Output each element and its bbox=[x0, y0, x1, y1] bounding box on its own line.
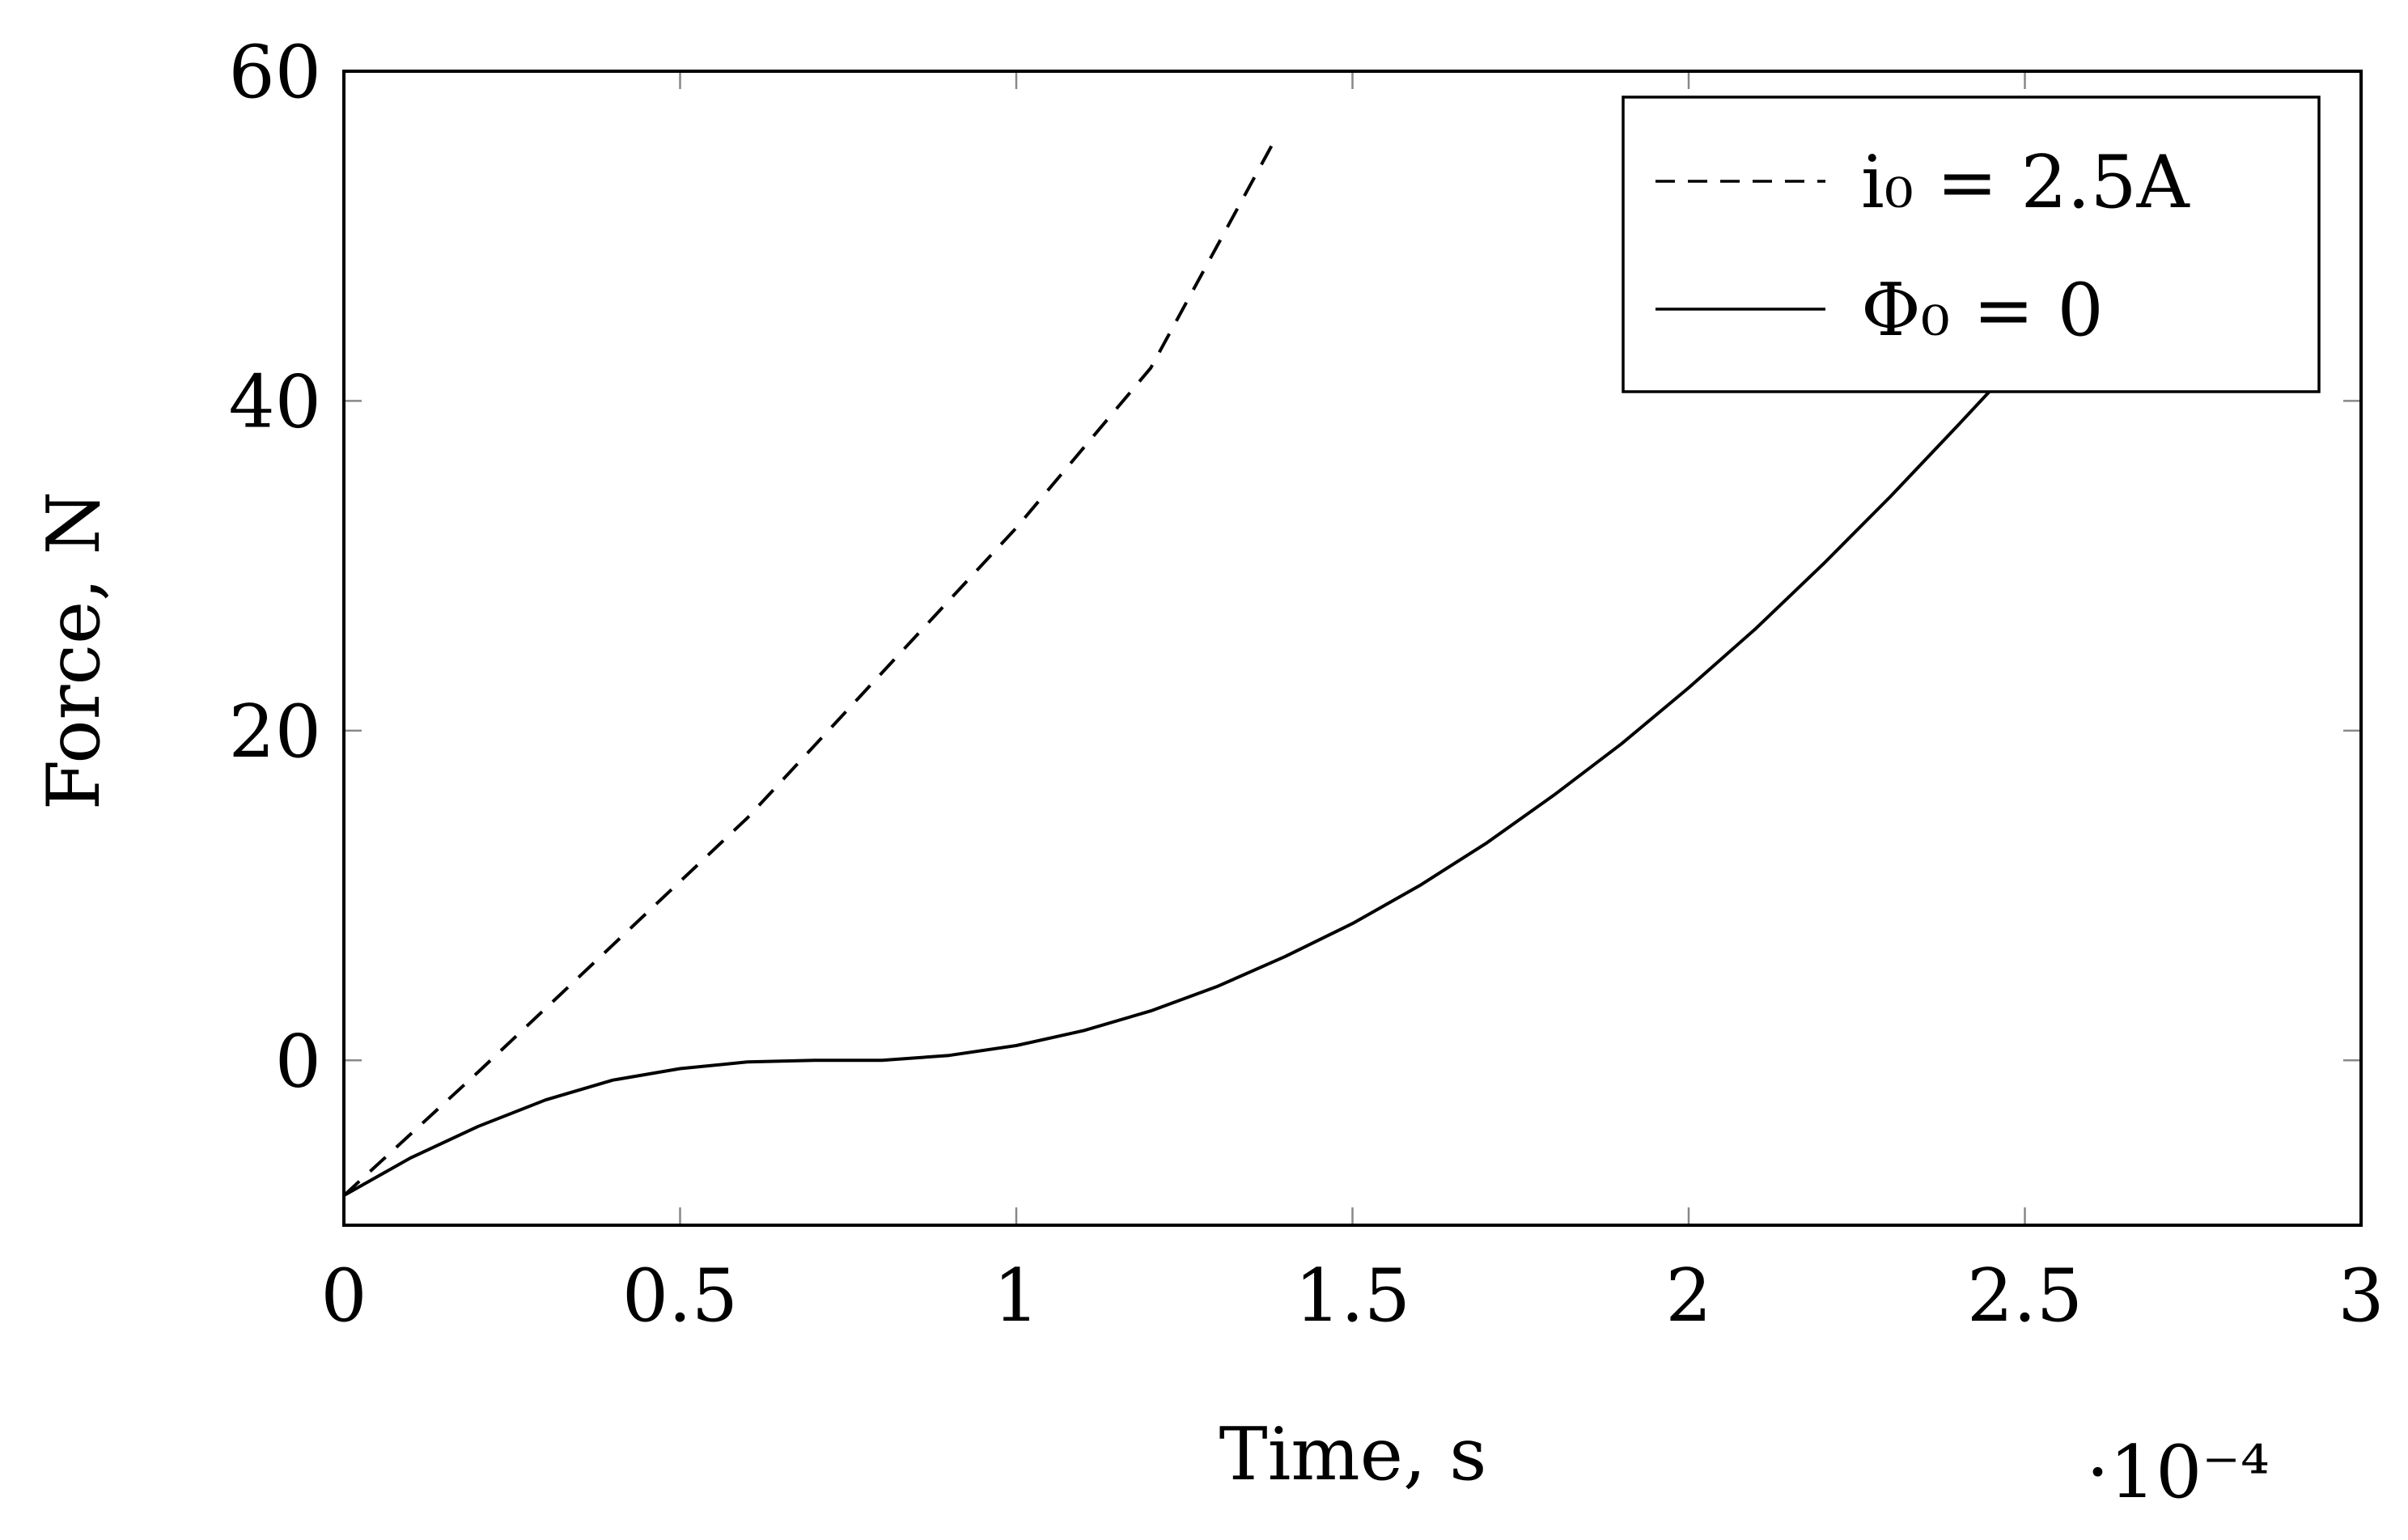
series-line-0 bbox=[342, 144, 1274, 1197]
x-tick-label: 0 bbox=[320, 1254, 367, 1338]
y-tick-label: 20 bbox=[228, 689, 321, 774]
x-tick-label: 3 bbox=[2338, 1254, 2384, 1338]
y-tick-label: 60 bbox=[228, 30, 321, 115]
tick-marks bbox=[344, 71, 2361, 1225]
tick-labels: 0 0.5 1 1.5 2 2.5 3 0 20 40 60 bbox=[228, 30, 2384, 1338]
y-tick-label: 0 bbox=[275, 1019, 321, 1104]
legend-box bbox=[1622, 95, 2321, 393]
y-tick-label: 40 bbox=[228, 359, 321, 444]
legend: i₀ = 2.5A Φ₀ = 0 bbox=[1622, 95, 2321, 393]
x-tick-label: 0.5 bbox=[622, 1254, 738, 1338]
series-line-1 bbox=[343, 367, 2013, 1198]
x-tick-label: 1.5 bbox=[1295, 1254, 1410, 1338]
x-axis-label: Time, s bbox=[1219, 1412, 1487, 1497]
x-tick-label: 2.5 bbox=[1967, 1254, 2083, 1338]
y-axis-label: Force, N bbox=[32, 491, 117, 810]
plot-frame bbox=[342, 70, 2363, 1227]
x-tick-label: 2 bbox=[1665, 1254, 1711, 1338]
series-layer bbox=[342, 144, 2013, 1198]
legend-entry-phi0: Φ₀ = 0 bbox=[1861, 268, 2104, 353]
legend-entry-i0: i₀ = 2.5A bbox=[1861, 140, 2190, 225]
x-tick-label: 1 bbox=[993, 1254, 1039, 1338]
x-axis-multiplier: ·10⁻⁴ bbox=[2086, 1430, 2270, 1515]
